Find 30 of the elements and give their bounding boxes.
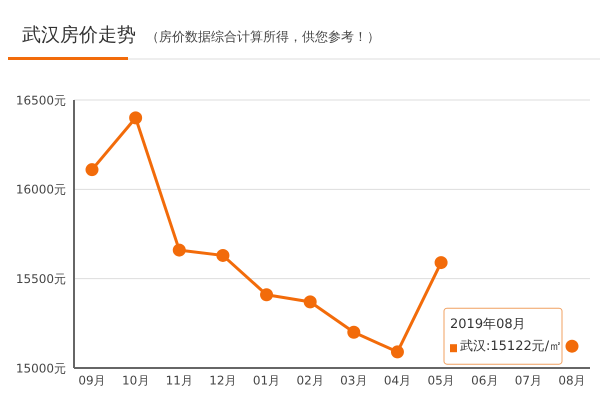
y-tick-label: 15000元 bbox=[16, 361, 66, 376]
x-tick-label: 11月 bbox=[166, 374, 193, 388]
x-tick-label: 07月 bbox=[514, 374, 542, 388]
point bbox=[216, 248, 230, 262]
x-tick-label: 04月 bbox=[384, 374, 412, 388]
point bbox=[86, 163, 98, 176]
point bbox=[390, 345, 404, 358]
x-tick-label: 06月 bbox=[471, 374, 498, 388]
x-tick-label: 02月 bbox=[296, 374, 324, 388]
point bbox=[434, 256, 448, 270]
x-tick-label: 08月 bbox=[558, 374, 586, 388]
point bbox=[304, 295, 317, 308]
chart-title: 武汉房价走势 bbox=[21, 23, 137, 48]
point bbox=[347, 326, 360, 339]
x-tick-label: 03月 bbox=[340, 374, 368, 388]
x-tick-label: 12月 bbox=[209, 374, 237, 388]
annotation: 2019年08月 bbox=[450, 317, 526, 332]
y-tick-label: 16500元 bbox=[16, 93, 66, 108]
point bbox=[260, 288, 274, 302]
annotation: 武汉:15122元/㎡ bbox=[460, 339, 562, 354]
x-tick-label: 10月 bbox=[122, 374, 150, 388]
point bbox=[566, 340, 578, 353]
x-tick-label: 05月 bbox=[427, 374, 455, 388]
point bbox=[129, 111, 142, 124]
chart-subtitle: （房价数据综合计算所得，供您参考！） bbox=[146, 29, 380, 46]
point bbox=[172, 244, 186, 257]
x-tick-label: 09月 bbox=[78, 374, 106, 388]
y-tick-label: 15500元 bbox=[16, 272, 66, 286]
x-tick-label: 01月 bbox=[252, 374, 280, 388]
y-tick-label: 16000元 bbox=[16, 182, 66, 197]
